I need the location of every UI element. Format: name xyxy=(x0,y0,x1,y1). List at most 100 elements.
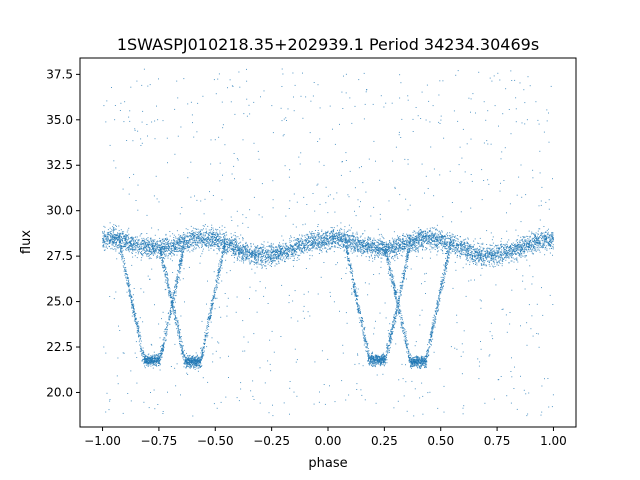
data-point xyxy=(496,250,498,252)
data-point xyxy=(306,237,308,239)
data-point xyxy=(113,246,115,247)
data-point xyxy=(418,243,420,245)
data-point xyxy=(412,244,414,246)
data-point xyxy=(481,259,483,261)
data-point xyxy=(118,244,120,245)
data-point xyxy=(180,235,182,236)
data-point xyxy=(234,245,236,247)
data-point xyxy=(420,230,422,232)
data-point xyxy=(365,256,367,258)
data-point xyxy=(226,242,228,244)
data-point xyxy=(152,246,154,248)
data-point xyxy=(509,254,511,256)
data-point xyxy=(339,237,341,239)
data-point xyxy=(125,242,127,243)
data-point xyxy=(399,245,401,247)
data-point xyxy=(161,246,163,248)
data-point xyxy=(270,255,272,257)
data-point xyxy=(285,248,287,250)
data-point xyxy=(476,262,478,264)
data-point xyxy=(132,252,133,254)
data-point xyxy=(181,241,183,243)
data-point xyxy=(126,240,128,242)
data-point xyxy=(214,242,216,244)
data-point xyxy=(265,265,267,267)
data-point xyxy=(169,250,171,252)
data-point xyxy=(391,237,393,239)
data-point xyxy=(272,255,274,257)
data-point xyxy=(394,243,396,244)
data-point xyxy=(410,245,412,247)
data-point xyxy=(496,262,498,264)
data-point xyxy=(458,247,459,248)
data-point xyxy=(200,238,202,240)
data-point xyxy=(186,240,187,242)
data-point xyxy=(176,238,178,240)
data-point xyxy=(543,242,545,244)
data-point xyxy=(404,235,406,237)
data-point xyxy=(245,254,247,256)
data-point xyxy=(486,244,488,245)
data-point xyxy=(451,245,453,247)
data-point xyxy=(340,248,342,249)
data-point xyxy=(310,248,311,250)
data-point xyxy=(531,244,533,246)
data-point xyxy=(304,246,305,248)
data-point xyxy=(364,245,366,246)
data-point xyxy=(165,238,167,240)
data-point xyxy=(353,246,355,248)
data-point xyxy=(447,242,448,244)
data-point xyxy=(509,249,511,251)
data-point xyxy=(140,242,142,244)
data-point xyxy=(433,247,435,249)
data-point xyxy=(457,244,459,246)
data-point xyxy=(431,233,433,235)
data-point xyxy=(334,246,336,248)
data-point xyxy=(418,230,420,232)
data-point xyxy=(325,247,327,249)
data-point xyxy=(498,261,500,262)
data-point xyxy=(253,251,255,253)
data-point xyxy=(383,246,385,248)
data-point xyxy=(421,231,423,233)
data-point xyxy=(461,248,463,250)
data-point xyxy=(370,244,372,246)
data-point xyxy=(317,242,319,244)
data-point xyxy=(138,240,140,242)
data-point xyxy=(313,240,315,242)
data-point xyxy=(195,238,197,240)
data-point xyxy=(220,244,222,246)
data-point xyxy=(215,228,217,230)
data-point xyxy=(406,239,408,241)
data-point xyxy=(324,247,326,249)
data-point xyxy=(397,238,399,240)
data-point xyxy=(375,251,377,253)
data-point xyxy=(380,242,382,244)
data-point xyxy=(382,243,384,245)
data-point xyxy=(292,250,294,252)
data-point xyxy=(349,244,351,246)
data-point xyxy=(513,251,515,252)
data-point xyxy=(283,246,285,248)
data-point xyxy=(115,234,117,235)
data-point xyxy=(102,235,104,237)
data-point xyxy=(486,255,488,257)
data-point xyxy=(476,264,478,266)
data-point xyxy=(210,247,212,249)
data-point xyxy=(524,240,526,242)
data-point xyxy=(543,239,545,241)
data-point xyxy=(208,249,210,251)
data-point xyxy=(216,243,218,245)
data-point xyxy=(174,251,176,252)
data-point xyxy=(517,252,519,254)
data-point xyxy=(475,248,477,250)
data-point xyxy=(422,245,424,247)
data-point xyxy=(139,235,141,237)
data-point xyxy=(183,234,185,236)
data-point xyxy=(379,247,381,249)
data-point xyxy=(193,241,195,243)
data-point xyxy=(267,263,269,265)
data-point xyxy=(516,257,518,259)
data-point xyxy=(412,244,414,246)
data-point xyxy=(306,244,308,245)
